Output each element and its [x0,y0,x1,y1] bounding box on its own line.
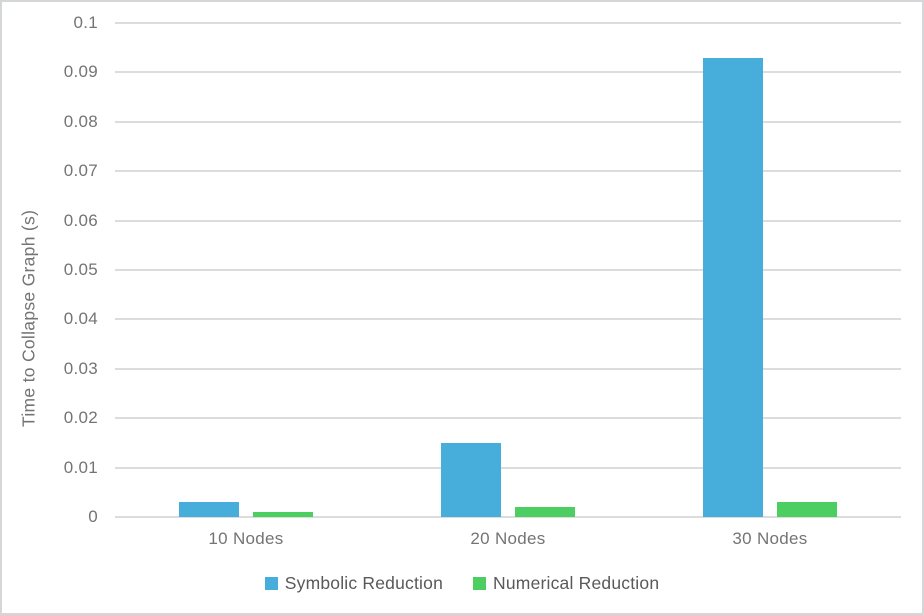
gridline [115,71,901,74]
y-tick-label: 0.02 [63,408,98,428]
legend-item-symbolic-reduction[interactable]: Symbolic Reduction [264,573,444,593]
chart-legend: Symbolic Reduction Numerical Reduction [2,573,922,593]
x-category-label: 10 Nodes [208,529,284,548]
y-tick-label: 0.03 [63,358,98,378]
bar-numerical-reduction-20-nodes[interactable] [515,507,575,517]
y-tick-label: 0.1 [73,13,98,32]
y-tick-label: 0.01 [63,457,98,477]
gridline [115,22,901,24]
gridline [115,417,901,420]
legend-item-numerical-reduction[interactable]: Numerical Reduction [473,573,659,593]
gridline [115,516,901,518]
legend-swatch-icon [473,576,487,590]
bar-numerical-reduction-10-nodes[interactable] [253,512,313,517]
bar-symbolic-reduction-20-nodes[interactable] [441,442,501,517]
y-tick-label: 0.04 [63,309,98,329]
gridline [115,120,901,123]
bar-symbolic-reduction-10-nodes[interactable] [179,502,239,517]
y-axis-title: Time to Collapse Graph (s) [18,209,39,427]
x-category-label: 30 Nodes [732,529,808,548]
bar-numerical-reduction-30-nodes[interactable] [777,502,837,517]
gridline [115,170,901,173]
gridline [115,318,901,321]
y-tick-label: 0 [88,507,98,526]
y-tick-label: 0.09 [63,62,98,82]
gridline [115,367,901,370]
legend-swatch-icon [264,576,278,590]
y-tick-label: 0.08 [63,111,98,131]
legend-label: Numerical Reduction [493,573,660,593]
y-tick-label: 0.05 [63,260,98,279]
gridline [115,219,901,222]
x-category-label: 20 Nodes [470,529,546,548]
y-tick-label: 0.06 [63,210,98,230]
gridline [115,466,901,469]
y-tick-label: 0.07 [63,161,98,181]
gridline [115,269,901,271]
legend-label: Symbolic Reduction [284,573,444,593]
bar-symbolic-reduction-30-nodes[interactable] [703,57,763,517]
